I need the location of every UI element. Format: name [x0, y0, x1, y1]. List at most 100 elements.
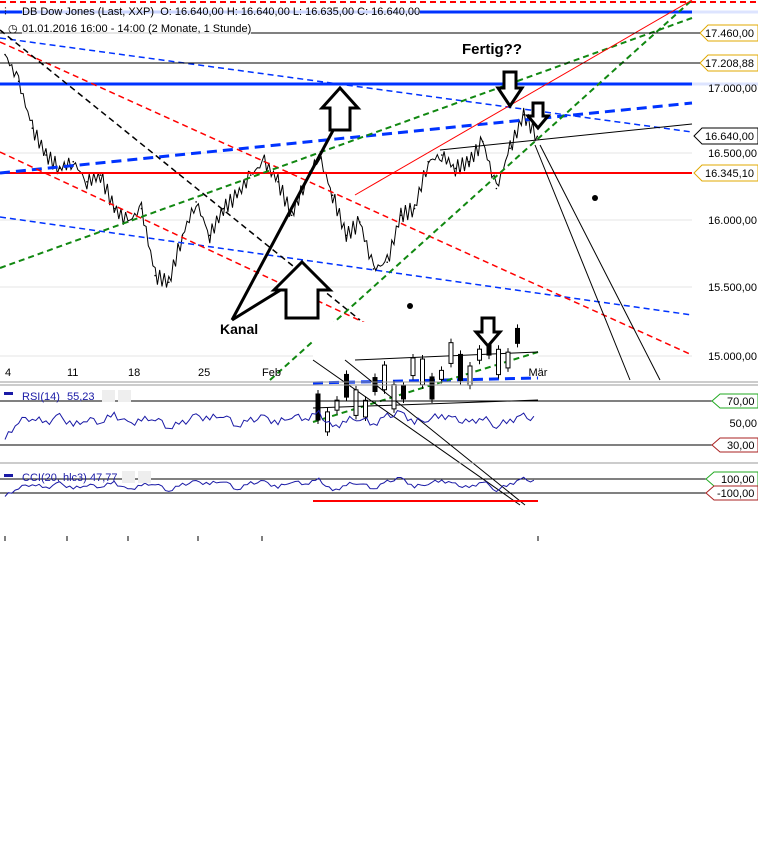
rsi-legend-swatch [4, 392, 13, 395]
indicator-icon[interactable]: ⫶ [4, 6, 7, 18]
price-point [140, 207, 143, 210]
close-icon[interactable] [118, 390, 131, 402]
chart-header: DB Dow Jones (Last, XXP) O: 16.640,00 H:… [22, 6, 421, 18]
price-point [345, 234, 348, 237]
down-arrow-icon [472, 316, 504, 349]
price-point [4, 53, 6, 56]
price-point [290, 214, 293, 217]
price-point [372, 268, 375, 270]
up-arrow-icon [270, 259, 334, 320]
black-fall-line-1 [534, 144, 631, 381]
candle [420, 358, 425, 386]
candle [391, 384, 397, 410]
close-icon[interactable] [138, 471, 151, 483]
x-tick-label: 11 [67, 367, 78, 379]
price-point [31, 127, 34, 129]
settings-icon[interactable] [122, 471, 135, 483]
annotation-kanal: Kanal [220, 321, 258, 337]
candle [315, 393, 321, 421]
price-point [181, 234, 184, 237]
x-tick-label: Mär [529, 367, 548, 379]
price-point [236, 194, 238, 196]
candle [429, 376, 435, 400]
black-fall-line-2 [539, 144, 661, 381]
price-point [195, 201, 197, 203]
settings-icon[interactable] [102, 390, 115, 402]
inset-zoom-panel [312, 322, 539, 506]
price-point [386, 261, 389, 264]
price-point [359, 221, 361, 223]
blue-trend-upper [0, 37, 693, 133]
price-label-17208: 17.208,88 [705, 58, 754, 70]
price-label-last: 16.640,00 [705, 131, 754, 143]
price-line [4, 54, 538, 288]
blue-trend-dashed-thick [0, 101, 693, 175]
up-arrow-icon [318, 85, 362, 132]
price-point [45, 154, 47, 156]
candle [363, 399, 368, 418]
candle [410, 357, 416, 377]
candle [353, 389, 359, 416]
x-axis-ticks: 4 11 18 25 Feb Mär [4, 367, 548, 541]
price-label-17460: 17.460,00 [705, 28, 754, 40]
cci-level-100: 100,00 [721, 474, 755, 486]
instrument-title: DB Dow Jones (Last, XXP) [22, 6, 155, 18]
candle [344, 373, 349, 398]
price-point [17, 80, 20, 83]
x-tick-label: 25 [198, 367, 210, 379]
black-thin-trend [439, 123, 693, 151]
candle [458, 353, 463, 381]
rsi-title: RSI(14) [22, 391, 60, 403]
price-point [58, 167, 61, 170]
candle [505, 351, 511, 369]
price-point [413, 207, 416, 210]
rsi-level-30: 30,00 [727, 440, 755, 452]
y-tick-label: 15.000,00 [708, 351, 757, 363]
price-series [4, 53, 539, 288]
price-axis: 17.000,00 16.500,00 16.000,00 15.500,00 … [708, 83, 757, 363]
candle [382, 364, 387, 391]
candle [401, 385, 406, 400]
price-label-16345: 16.345,10 [705, 168, 754, 180]
price-point [522, 114, 525, 116]
price-labels: 17.460,00 17.208,88 16.640,00 16.345,10 [0, 24, 758, 182]
red-channel-upper [0, 41, 693, 356]
price-point [481, 140, 484, 143]
red-thin-trend [354, 0, 693, 196]
y-tick-label: 16.500,00 [708, 148, 757, 160]
cci-value: 47,77 [90, 472, 118, 484]
price-point [400, 214, 402, 217]
y-tick-label: 16.000,00 [708, 215, 757, 227]
price-point [495, 187, 498, 190]
rsi-level-50: 50,00 [729, 418, 757, 430]
period-text: 01.01.2016 16:00 - 14:00 (2 Monate, 1 St… [22, 23, 252, 35]
cci-level-minus100: -100,00 [717, 488, 754, 500]
rsi-value: 55,23 [67, 391, 95, 403]
x-tick-label: Feb [262, 367, 281, 379]
price-point [208, 234, 211, 237]
x-tick-label: 4 [5, 367, 11, 379]
cci-panel-buttons [122, 471, 151, 483]
price-point [154, 274, 156, 277]
cci-title: CCI(20, hlc3) [22, 472, 87, 484]
y-tick-label: 17.000,00 [708, 83, 757, 95]
rsi-level-70: 70,00 [727, 396, 755, 408]
price-point [331, 194, 334, 196]
period-info: 01.01.2016 16:00 - 14:00 (2 Monate, 1 St… [22, 23, 252, 35]
price-point [72, 160, 75, 163]
price-point [113, 207, 115, 210]
price-point [441, 154, 443, 156]
down-arrow-icon [524, 101, 552, 131]
clock-icon[interactable]: ◷ [8, 23, 18, 35]
red-channel-lower [0, 151, 381, 331]
candle [334, 399, 340, 411]
candle [477, 348, 482, 361]
green-trend-lower [0, 17, 693, 269]
rsi-panel-buttons [102, 390, 131, 402]
price-point [249, 174, 252, 176]
price-point [99, 174, 102, 176]
blue-trend-lower [0, 216, 693, 316]
annotation-fertig: Fertig?? [462, 41, 522, 58]
